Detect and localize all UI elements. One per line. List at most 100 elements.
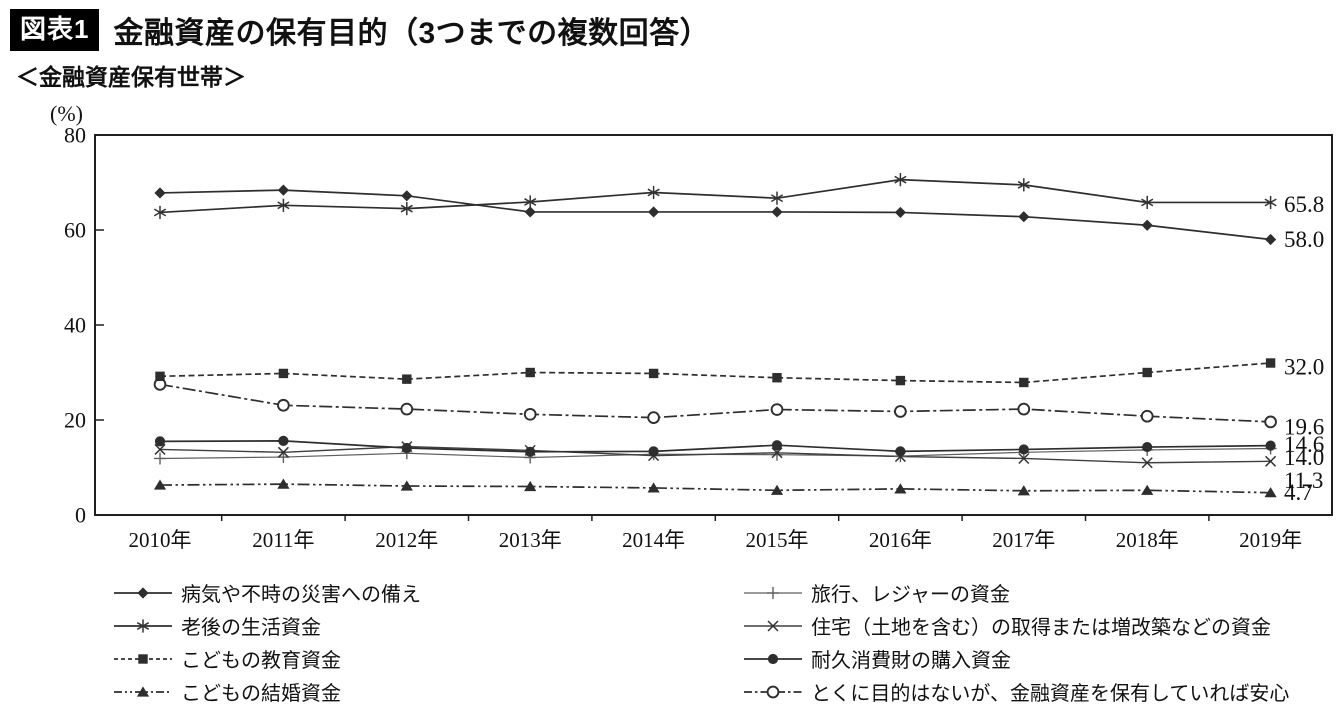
y-tick-label: 40	[64, 313, 86, 338]
figure-subtitle: ＜金融資産保有世帯＞	[16, 64, 246, 90]
legend-label-2: こどもの教育資金	[181, 650, 341, 672]
end-label-4: 14.0	[1284, 445, 1324, 470]
figure-badge: 図表1	[10, 9, 100, 51]
marker-square-filled	[155, 371, 165, 381]
legend-label-4: 旅行、レジャーの資金	[811, 584, 1010, 606]
x-tick-label: 2014年	[622, 528, 685, 552]
marker-circle-filled	[648, 446, 659, 457]
marker-circle-open	[770, 403, 784, 416]
marker-asterisk	[1264, 195, 1277, 210]
marker-diamond-filled	[648, 206, 660, 218]
end-label-7: 19.6	[1284, 414, 1324, 439]
legend-item-6: 耐久消費財の購入資金	[742, 642, 1289, 675]
legend-line-sample	[114, 618, 172, 633]
legend-label-6: 耐久消費財の購入資金	[811, 650, 1011, 672]
marker-square-filled	[648, 368, 659, 379]
legend-line-sample	[114, 653, 172, 664]
x-tick-label: 2012年	[375, 528, 438, 552]
marker-triangle-filled	[894, 483, 907, 494]
marker-diamond-filled	[1141, 219, 1153, 231]
marker-triangle-filled	[1017, 485, 1030, 496]
marker-triangle-filled	[1141, 484, 1154, 495]
series-line-2	[159, 362, 1271, 384]
legend-line-sample	[114, 685, 172, 697]
marker-circle-filled	[525, 446, 536, 457]
figure-title: 金融資産の保有目的（3つまでの複数回答）	[113, 17, 711, 50]
marker-circle-filled	[1018, 444, 1029, 455]
marker-circle-open	[1140, 409, 1154, 423]
legend-line-sample	[744, 619, 802, 632]
marker-circle-filled	[771, 440, 783, 451]
y-tick-label: 20	[64, 408, 86, 433]
marker-circle-filled	[1142, 441, 1153, 453]
legend-marker-x	[767, 619, 779, 632]
y-tick-label: 0	[75, 503, 86, 528]
legend-label-5: 住宅（土地を含む）の取得または増改築などの資金	[811, 617, 1271, 639]
marker-plus	[771, 448, 783, 461]
marker-square-filled	[895, 375, 906, 386]
marker-asterisk	[1017, 178, 1030, 192]
marker-circle-filled	[154, 436, 166, 447]
legend-label-7: とくに目的はないが、金融資産を保有していれば安心	[811, 683, 1290, 705]
marker-x	[1141, 457, 1153, 469]
marker-triangle-filled	[647, 482, 660, 493]
marker-circle-open	[1017, 402, 1031, 416]
y-axis-unit: (%)	[50, 101, 83, 126]
marker-asterisk	[277, 198, 290, 212]
marker-triangle-filled	[153, 479, 167, 490]
marker-diamond-filled	[1018, 211, 1030, 223]
x-tick-label: 2019年	[1239, 528, 1302, 552]
marker-circle-open	[523, 407, 537, 421]
marker-circle-open	[894, 405, 907, 418]
marker-diamond-filled	[1265, 233, 1277, 246]
legend-item-7: とくに目的はないが、金融資産を保有していれば安心	[742, 675, 1289, 708]
marker-asterisk	[153, 205, 167, 220]
legend-line-sample	[744, 685, 802, 698]
end-label-1: 65.8	[1284, 192, 1324, 217]
series-line-3	[159, 483, 1271, 494]
marker-x	[277, 446, 289, 458]
marker-circle-filled	[1265, 440, 1276, 451]
marker-diamond-filled	[277, 184, 289, 196]
marker-circle-open	[277, 398, 290, 412]
marker-circle-open	[647, 411, 660, 424]
series-line-5	[159, 445, 1271, 464]
marker-square-filled	[1265, 358, 1276, 368]
legend-item-5: 住宅（土地を含む）の取得または増改築などの資金	[742, 609, 1289, 642]
marker-triangle-filled	[770, 484, 784, 495]
series-line-7	[159, 383, 1271, 423]
marker-square-filled	[1142, 367, 1152, 378]
legend-item-1: 老後の生活資金	[112, 609, 421, 642]
legend-marker-square-filled	[138, 653, 148, 664]
marker-diamond-filled	[154, 187, 166, 199]
marker-diamond-filled	[524, 206, 536, 218]
marker-triangle-filled	[524, 480, 537, 492]
legend-marker-asterisk	[136, 618, 150, 633]
legend-column-left: 病気や不時の災害への備え 老後の生活資金こどもの教育資金こどもの結婚資金	[112, 576, 421, 708]
legend-item-0: 病気や不時の災害への備え	[112, 576, 421, 609]
marker-asterisk	[1141, 195, 1154, 210]
x-tick-label: 2013年	[499, 528, 562, 552]
legend-item-3: こどもの結婚資金	[112, 675, 421, 708]
marker-circle-open	[1264, 415, 1277, 429]
legend-marker-circle-open	[766, 685, 780, 698]
marker-asterisk	[770, 191, 784, 205]
marker-circle-open	[400, 402, 414, 416]
legend-marker-triangle-filled	[136, 685, 150, 697]
y-tick-label: 80	[64, 123, 86, 148]
marker-circle-filled	[401, 442, 412, 454]
figure-header: 図表1 金融資産の保有目的（3つまでの複数回答）	[10, 8, 710, 52]
legend-line-sample	[114, 586, 172, 599]
marker-triangle-filled	[400, 480, 413, 491]
legend-column-right: 旅行、レジャーの資金住宅（土地を含む）の取得または増改築などの資金 耐久消費財の購…	[742, 576, 1289, 708]
marker-asterisk	[400, 202, 413, 216]
y-tick-label: 60	[64, 218, 86, 243]
legend-line-sample	[744, 653, 802, 664]
marker-square-filled	[278, 368, 289, 379]
legend-line-sample	[744, 586, 802, 599]
series-line-1	[159, 178, 1271, 214]
end-label-2: 32.0	[1284, 355, 1324, 380]
marker-x	[1265, 455, 1277, 467]
marker-triangle-filled	[1264, 487, 1277, 498]
